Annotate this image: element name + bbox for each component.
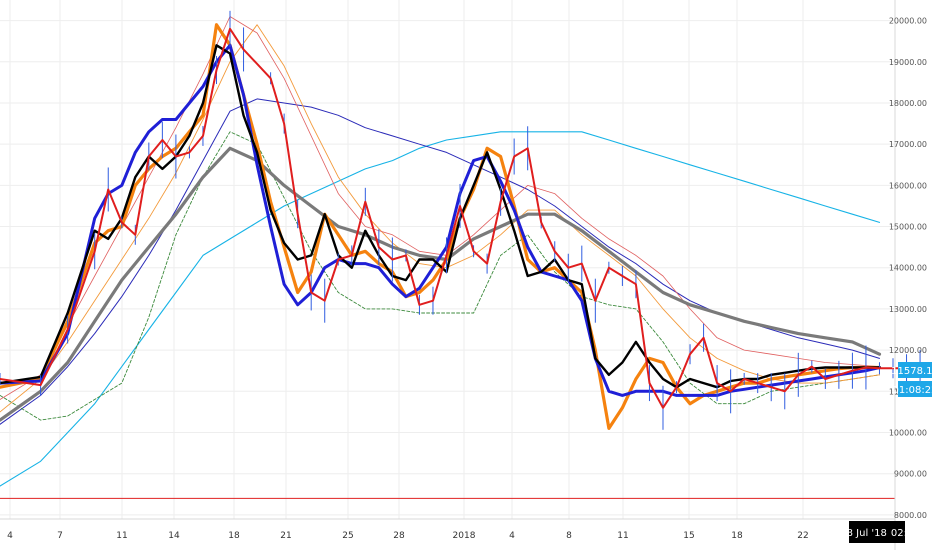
x-tick-label: 2018 <box>453 531 476 541</box>
x-tick-label: 4 <box>7 531 13 541</box>
y-tick-label: 13000.00 <box>889 305 927 314</box>
grid <box>0 0 895 519</box>
cursor-time-badge-bg <box>849 521 905 543</box>
series-line-ma-cyan[interactable] <box>0 131 881 487</box>
y-tick-label: 20000.00 <box>889 17 927 26</box>
cursor-date: 28 Jul '18 <box>840 528 887 539</box>
x-tick-label: 15 <box>683 531 694 541</box>
y-tick-label: 18000.00 <box>889 99 927 108</box>
x-tick-label: 11 <box>116 531 127 541</box>
last-price-badge-bg <box>898 362 932 378</box>
series-lines <box>0 10 932 499</box>
x-tick-label: 21 <box>280 531 291 541</box>
series-line-ema-blue[interactable] <box>0 43 881 397</box>
series-line-ema-fast[interactable] <box>0 44 881 389</box>
x-tick-label: 28 <box>393 531 405 541</box>
cursor-time: 02:30 <box>891 528 920 539</box>
last-price-badge: 11578.10 01:08:22 <box>891 362 932 397</box>
y-tick-label: 19000.00 <box>889 58 927 67</box>
y-tick-label: 17000.00 <box>889 140 927 149</box>
x-tick-label: 25 <box>342 531 353 541</box>
x-tick-label: 14 <box>168 531 180 541</box>
x-tick-label: 7 <box>57 531 63 541</box>
countdown-label: 01:08:22 <box>893 385 932 396</box>
x-tick-label: 11 <box>617 531 628 541</box>
x-tick-label: 18 <box>731 531 743 541</box>
y-tick-label: 12000.00 <box>889 346 927 355</box>
y-tick-label: 10000.00 <box>889 429 927 438</box>
x-tick-label: 8 <box>566 531 572 541</box>
time-axis[interactable]: 4 7 11 14 18 21 25 28 2018 4 8 11 15 18 22 <box>7 531 809 541</box>
series-line-price[interactable] <box>0 27 932 409</box>
y-tick-label: 9000.00 <box>894 470 927 479</box>
y-tick-label: 15000.00 <box>889 223 927 232</box>
x-tick-label: 4 <box>509 531 515 541</box>
cursor-time-text: 28 Jul '18 02:30 <box>840 528 919 539</box>
series-line-ma-green[interactable] <box>0 131 880 421</box>
y-tick-label: 16000.00 <box>889 181 927 190</box>
cursor-time-badge: 28 Jul '18 02:30 <box>840 521 920 543</box>
y-tick-label: 8000.00 <box>894 511 927 520</box>
countdown-badge-bg <box>898 381 932 397</box>
price-axis[interactable]: 8000.009000.0010000.0011000.0012000.0013… <box>889 17 927 520</box>
x-tick-label: 18 <box>228 531 240 541</box>
last-price-label: 11578.10 <box>891 366 932 377</box>
x-tick-label: 22 <box>797 531 808 541</box>
y-tick-label: 14000.00 <box>889 264 927 273</box>
